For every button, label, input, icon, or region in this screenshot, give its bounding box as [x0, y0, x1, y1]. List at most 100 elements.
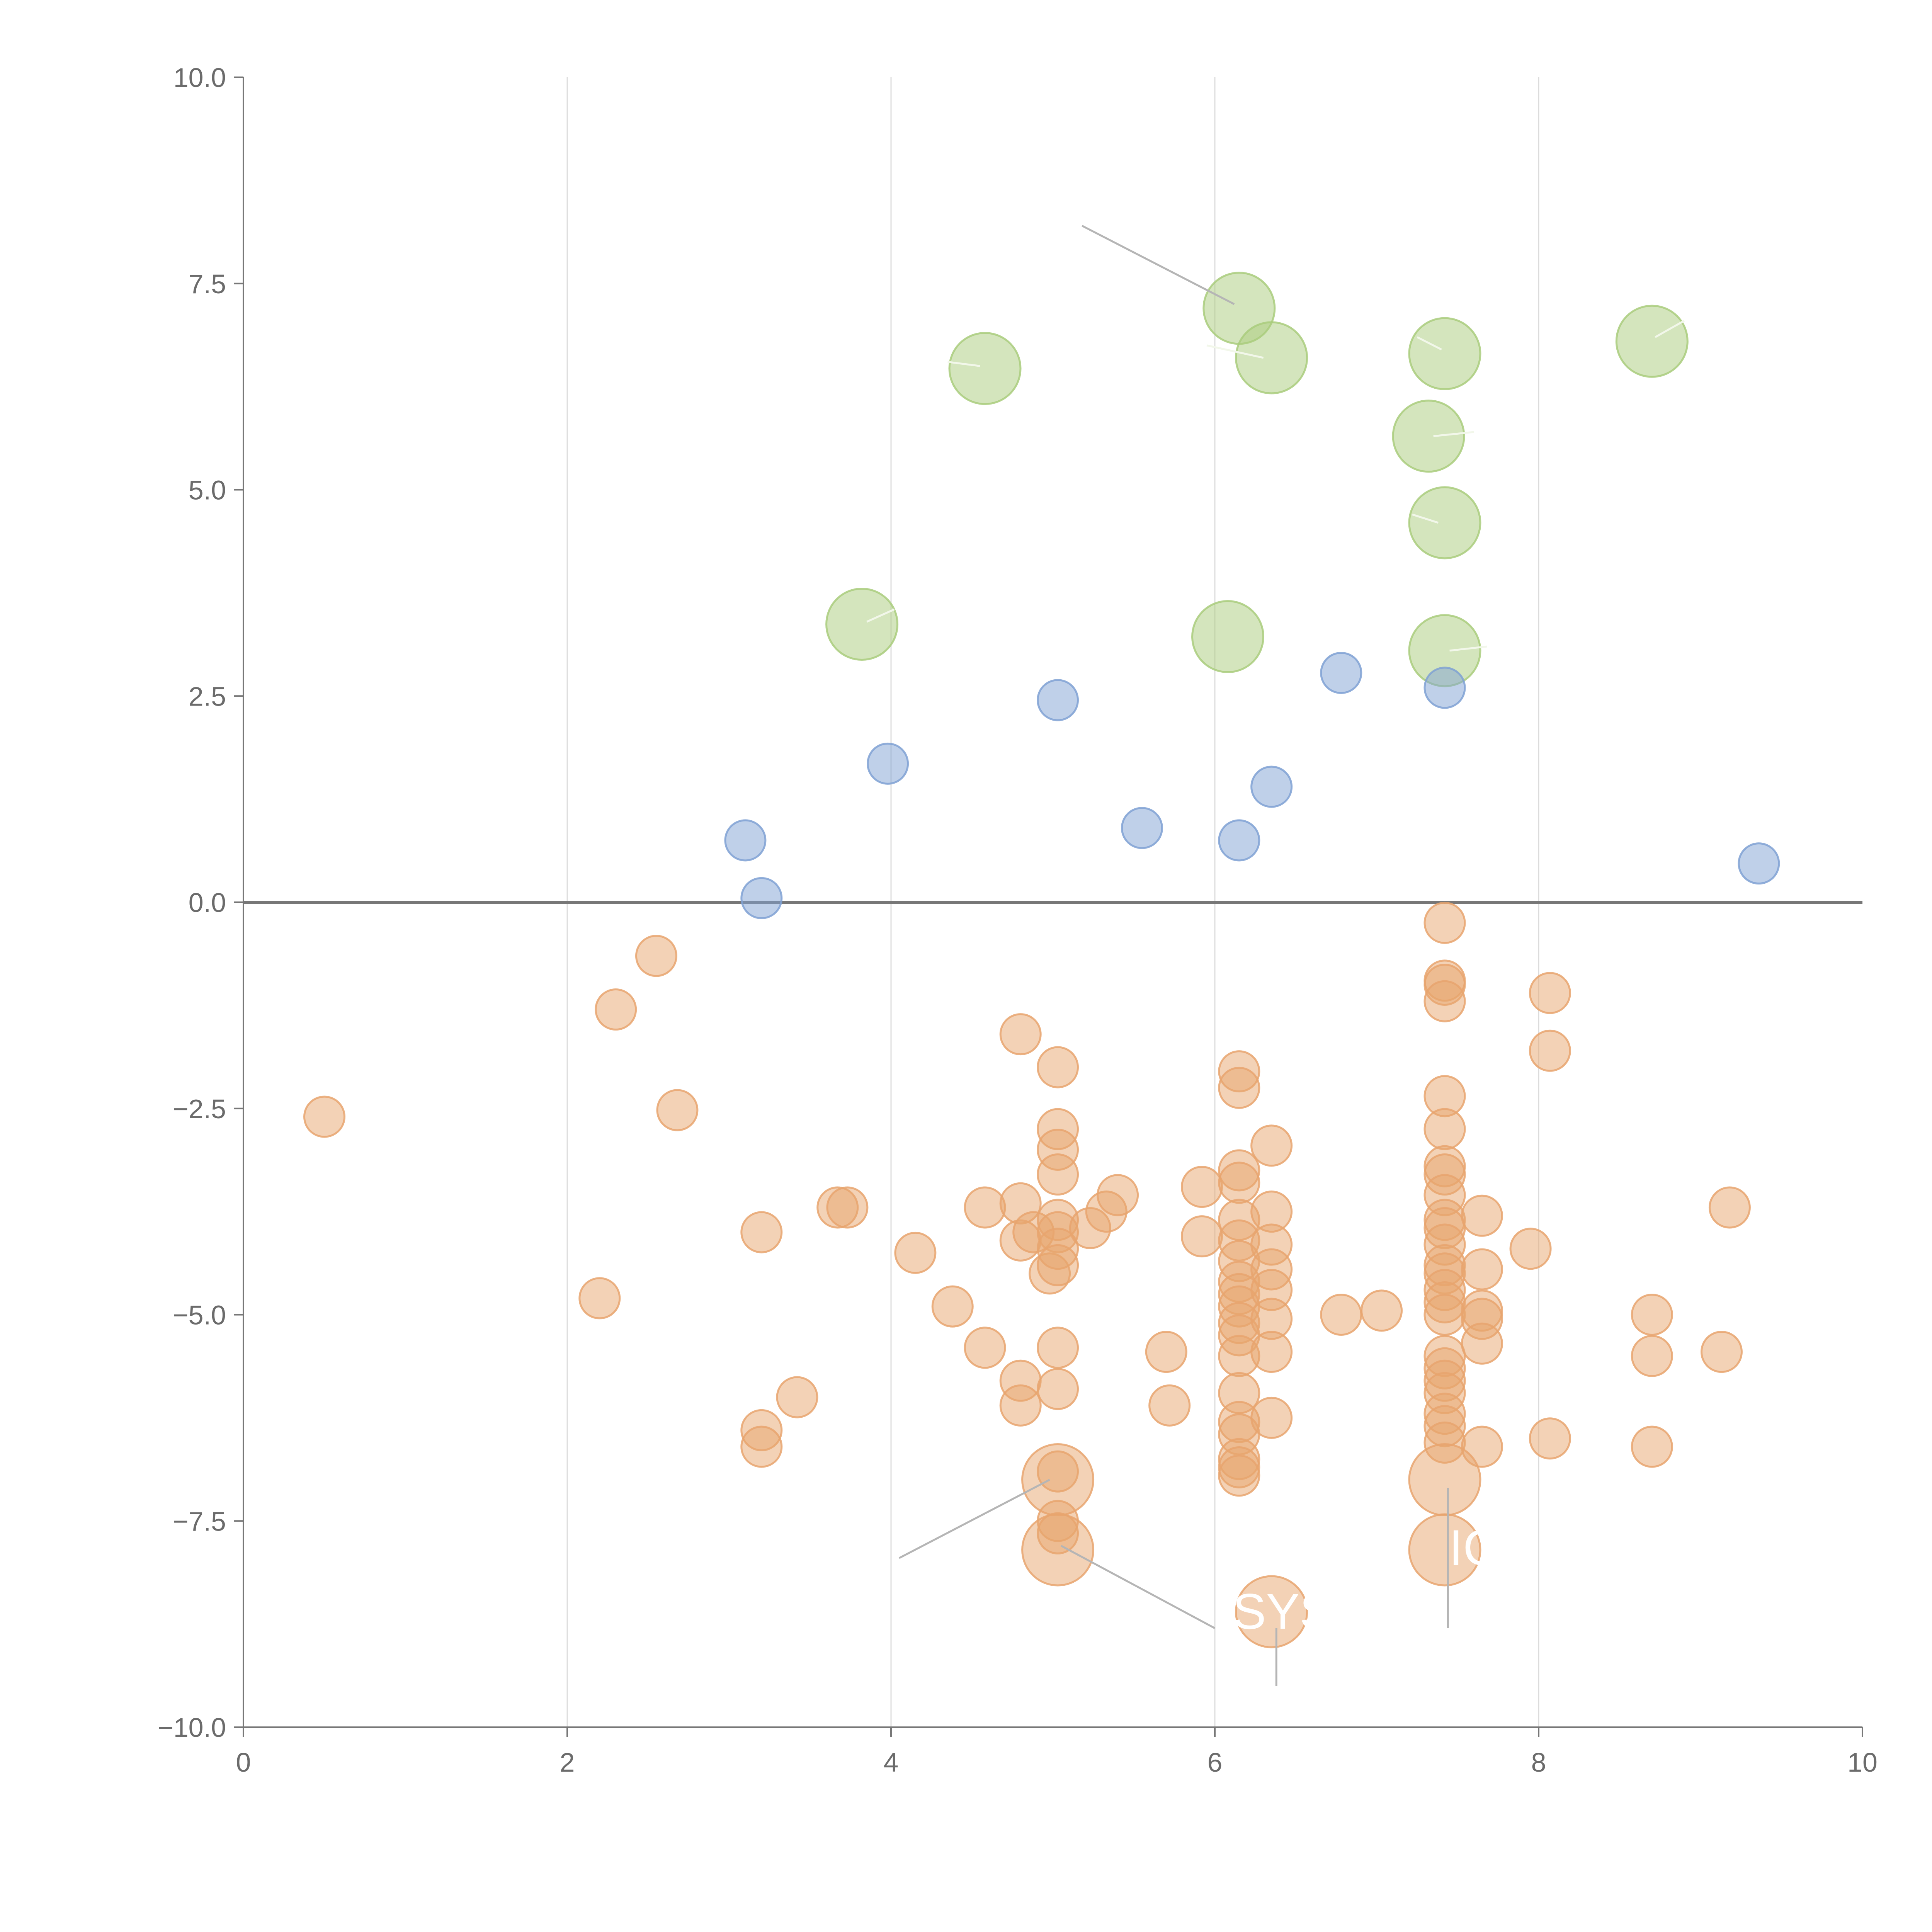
orange-point	[1218, 1066, 1260, 1109]
annotation-leader-line	[898, 1479, 1050, 1559]
y-tick-label: −2.5	[173, 1094, 226, 1124]
orange-point	[595, 988, 637, 1031]
orange-point	[1631, 1294, 1673, 1336]
orange-point	[1509, 1228, 1552, 1270]
y-tick-label: −10.0	[158, 1713, 226, 1743]
orange-point	[1423, 1294, 1466, 1336]
blue-point	[1218, 819, 1260, 862]
orange-point	[1408, 1513, 1481, 1587]
blue-point	[1423, 667, 1466, 709]
blue-point	[1037, 679, 1079, 721]
orange-point	[1037, 1046, 1079, 1088]
orange-point	[1037, 1244, 1079, 1286]
orange-point	[1180, 1215, 1223, 1258]
green-point	[1615, 304, 1689, 378]
orange-point	[1218, 1162, 1260, 1204]
annotation-leader-line	[1412, 514, 1439, 524]
orange-point	[1097, 1174, 1139, 1216]
annotation-ic: IC	[1449, 1519, 1499, 1576]
orange-point	[1529, 972, 1571, 1014]
orange-point	[303, 1095, 345, 1138]
x-tick-label: 2	[560, 1747, 575, 1777]
orange-point	[964, 1186, 1006, 1229]
orange-point	[1461, 1194, 1503, 1237]
orange-point	[1250, 1124, 1293, 1167]
x-tick-label: 8	[1531, 1747, 1546, 1777]
orange-point	[1145, 1331, 1187, 1373]
orange-point	[635, 935, 677, 977]
orange-point	[1529, 1029, 1571, 1072]
annotation-sys: SYS	[1233, 1583, 1333, 1639]
y-tick-label: 0.0	[189, 888, 226, 918]
x-tick-label: 0	[236, 1747, 251, 1777]
orange-point	[1700, 1331, 1743, 1373]
orange-point	[1361, 1289, 1403, 1332]
axes: 0 2 4 6 8 10 −10.0 −7.5 −5.0 −2.5 0.0 2.5 5.0 7.5 10.0	[158, 63, 1878, 1777]
orange-point	[1250, 1331, 1293, 1373]
y-tick-label: 2.5	[189, 681, 226, 711]
orange-point	[1180, 1166, 1223, 1208]
orange-point	[1631, 1335, 1673, 1377]
orange-point	[776, 1376, 818, 1418]
orange-point	[1461, 1248, 1503, 1291]
y-tick-label: −7.5	[173, 1506, 226, 1536]
orange-point	[1408, 1443, 1481, 1516]
blue-point	[867, 742, 909, 785]
orange-point	[826, 1186, 869, 1229]
data-points	[303, 272, 1780, 1648]
blue-point	[740, 877, 783, 919]
annotation-leader-line	[1655, 320, 1685, 338]
annotation-leader-line	[1433, 431, 1474, 437]
annotation-leader-line	[1206, 344, 1264, 359]
orange-point	[1631, 1425, 1673, 1468]
blue-point	[724, 819, 767, 862]
blue-point	[1250, 765, 1293, 808]
green-point	[948, 332, 1022, 405]
orange-point	[1037, 1327, 1079, 1369]
annotation-leader-line	[1082, 225, 1235, 305]
orange-point	[931, 1285, 974, 1328]
orange-point	[1423, 901, 1466, 944]
orange-point	[1423, 980, 1466, 1022]
orange-point	[740, 1425, 783, 1468]
orange-point	[1021, 1513, 1095, 1587]
y-tick-label: 7.5	[189, 269, 226, 299]
annotation-leader-line	[1449, 645, 1487, 652]
green-point	[1408, 317, 1481, 390]
green-point	[1392, 400, 1465, 473]
blue-point	[1320, 651, 1362, 694]
green-point	[1235, 321, 1308, 395]
orange-point	[1037, 1368, 1079, 1410]
orange-point	[578, 1277, 621, 1320]
annotation-leader-line	[1060, 1545, 1216, 1629]
annotation-leader-line	[1417, 336, 1442, 350]
x-tick-label: 6	[1208, 1747, 1223, 1777]
orange-point	[1021, 1443, 1095, 1516]
x-tick-label: 4	[884, 1747, 899, 1777]
blue-point	[1121, 807, 1163, 849]
orange-point	[1218, 1454, 1260, 1497]
green-point	[1191, 600, 1265, 673]
y-tick-label: 10.0	[173, 63, 226, 93]
orange-point	[894, 1231, 937, 1274]
green-point	[825, 588, 899, 661]
orange-point	[1461, 1322, 1503, 1365]
y-tick-label: 5.0	[189, 475, 226, 505]
green-point	[1408, 486, 1481, 560]
orange-point	[740, 1211, 783, 1253]
y-tick-label: −5.0	[173, 1300, 226, 1330]
orange-point	[1320, 1294, 1362, 1336]
blue-point	[1738, 842, 1780, 885]
orange-point	[1423, 1108, 1466, 1150]
annotation-leader-line	[866, 608, 895, 623]
orange-point	[1250, 1396, 1293, 1439]
orange-point	[1708, 1186, 1751, 1229]
x-tick-label: 10	[1847, 1747, 1878, 1777]
orange-point	[1235, 1575, 1308, 1648]
annotation-leaders	[866, 225, 1685, 1686]
orange-point	[1037, 1153, 1079, 1196]
annotation-leader-line	[947, 361, 980, 367]
orange-point	[999, 1013, 1042, 1056]
orange-point	[1148, 1384, 1191, 1427]
